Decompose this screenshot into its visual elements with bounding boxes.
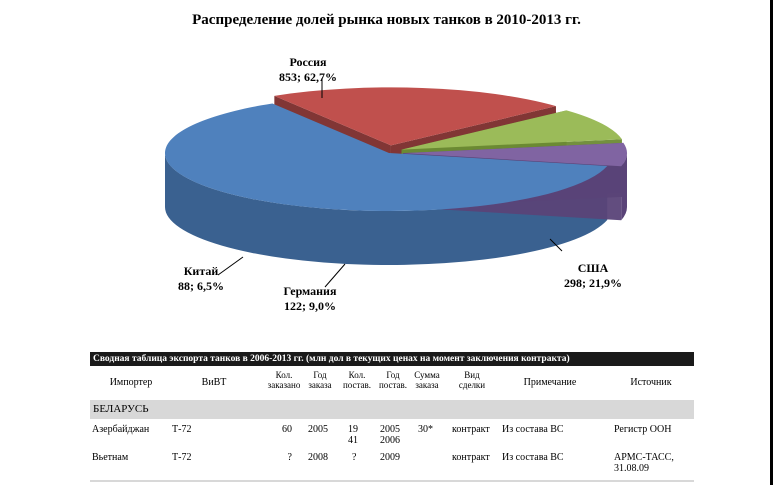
header-year-delivered: Год постав.	[376, 370, 410, 390]
header-weapon: ВиВТ	[201, 377, 227, 388]
cell-delivered-1: 19	[348, 424, 358, 435]
table-title: Сводная таблица экспорта танков в 2006-2…	[90, 352, 694, 366]
cell-source-1: АРМС-ТАСС,	[614, 452, 674, 463]
leader-line-usa	[549, 238, 563, 252]
header-year-delivered-line1: Год	[386, 370, 400, 380]
header-deal-sum-line2: заказа	[415, 380, 439, 390]
chart-title: Распределение долей рынка новых танков в…	[192, 12, 581, 28]
cell-delivered-2: 41	[348, 435, 358, 446]
header-year-ordered-line1: Год	[313, 370, 327, 380]
label-usa-value: 298; 21,9%	[564, 276, 622, 290]
cell-importer: Азербайджан	[92, 424, 150, 435]
header-importer: Импортер	[109, 377, 153, 388]
cell-importer: Вьетнам	[92, 452, 129, 463]
group-row-belarus: БЕЛАРУСЬ	[90, 400, 694, 419]
label-germany-name: Германия	[283, 284, 337, 298]
header-qty-delivered: Кол. постав.	[340, 370, 374, 390]
header-deal-type: Вид сделки	[450, 370, 494, 390]
header-note: Примечание	[523, 377, 577, 388]
header-qty-delivered-line1: Кол.	[348, 370, 366, 380]
header-qty-delivered-line2: постав.	[342, 380, 372, 390]
header-year-ordered-line2: заказа	[308, 380, 332, 390]
label-russia: Россия 853; 62,7%	[268, 55, 348, 85]
header-deal-sum: Сумма заказа	[410, 370, 444, 390]
cell-dyear-1: 2005	[380, 424, 400, 435]
header-year-ordered: Год заказа	[304, 370, 336, 390]
export-table: Сводная таблица экспорта танков в 2006-2…	[90, 352, 694, 482]
label-china: Китай 88; 6,5%	[166, 264, 236, 294]
table-header-row: Импортер ВиВТ Кол. заказано Год заказа К…	[90, 366, 694, 400]
cell-source-1: Регистр ООН	[614, 424, 672, 435]
pie-chart	[165, 78, 627, 288]
cell-dyear-1: 2009	[380, 452, 400, 463]
label-usa-name: США	[577, 261, 609, 275]
header-qty-ordered-line2: заказано	[267, 380, 301, 390]
header-deal-type-line2: сделки	[458, 380, 486, 390]
leader-line-china	[217, 256, 244, 276]
cell-year: 2005	[308, 424, 328, 435]
pie-slice-germany	[401, 110, 622, 150]
cell-note: Из состава ВС	[502, 452, 564, 463]
pie-side-russia	[165, 153, 608, 266]
label-russia-name: Россия	[289, 55, 327, 69]
cell-dyear-2: 2006	[380, 435, 400, 446]
cell-weapon: Т-72	[172, 452, 192, 463]
pie-slice-usa	[274, 87, 556, 146]
header-qty-ordered: Кол. заказано	[266, 370, 302, 390]
pie-slice-china	[402, 142, 627, 167]
cell-source-2: 31.08.09	[614, 463, 649, 474]
cell-type: контракт	[452, 452, 490, 463]
label-usa: США 298; 21,9%	[551, 261, 635, 291]
label-china-value: 88; 6,5%	[178, 279, 224, 293]
header-qty-ordered-line1: Кол.	[275, 370, 293, 380]
header-deal-type-line1: Вид	[464, 370, 480, 380]
cell-qty: 60	[282, 424, 292, 435]
label-china-name: Китай	[183, 264, 219, 278]
cell-delivered-1: ?	[352, 452, 357, 463]
window-frame-edge	[770, 0, 773, 485]
cell-sum: 30*	[418, 424, 433, 435]
header-deal-sum-line1: Сумма	[414, 370, 440, 380]
label-germany: Германия 122; 9,0%	[268, 284, 352, 314]
cell-weapon: Т-72	[172, 424, 192, 435]
header-source: Источник	[630, 377, 672, 388]
label-russia-value: 853; 62,7%	[279, 70, 337, 84]
label-germany-value: 122; 9,0%	[284, 299, 336, 313]
cell-year: 2008	[308, 452, 328, 463]
header-year-delivered-line2: постав.	[378, 380, 408, 390]
leader-line-germany	[324, 263, 346, 288]
table-row: Азербайджан Т-72 60 2005 19 41 2005 2006…	[90, 419, 694, 446]
table-bottom-border	[90, 480, 694, 482]
cell-type: контракт	[452, 424, 490, 435]
pie-slice-russia	[165, 103, 608, 211]
cell-qty: ?	[287, 452, 292, 463]
cell-note: Из состава ВС	[502, 424, 564, 435]
table-row: Вьетнам Т-72 ? 2008 ? 2009 контракт Из с…	[90, 446, 694, 476]
